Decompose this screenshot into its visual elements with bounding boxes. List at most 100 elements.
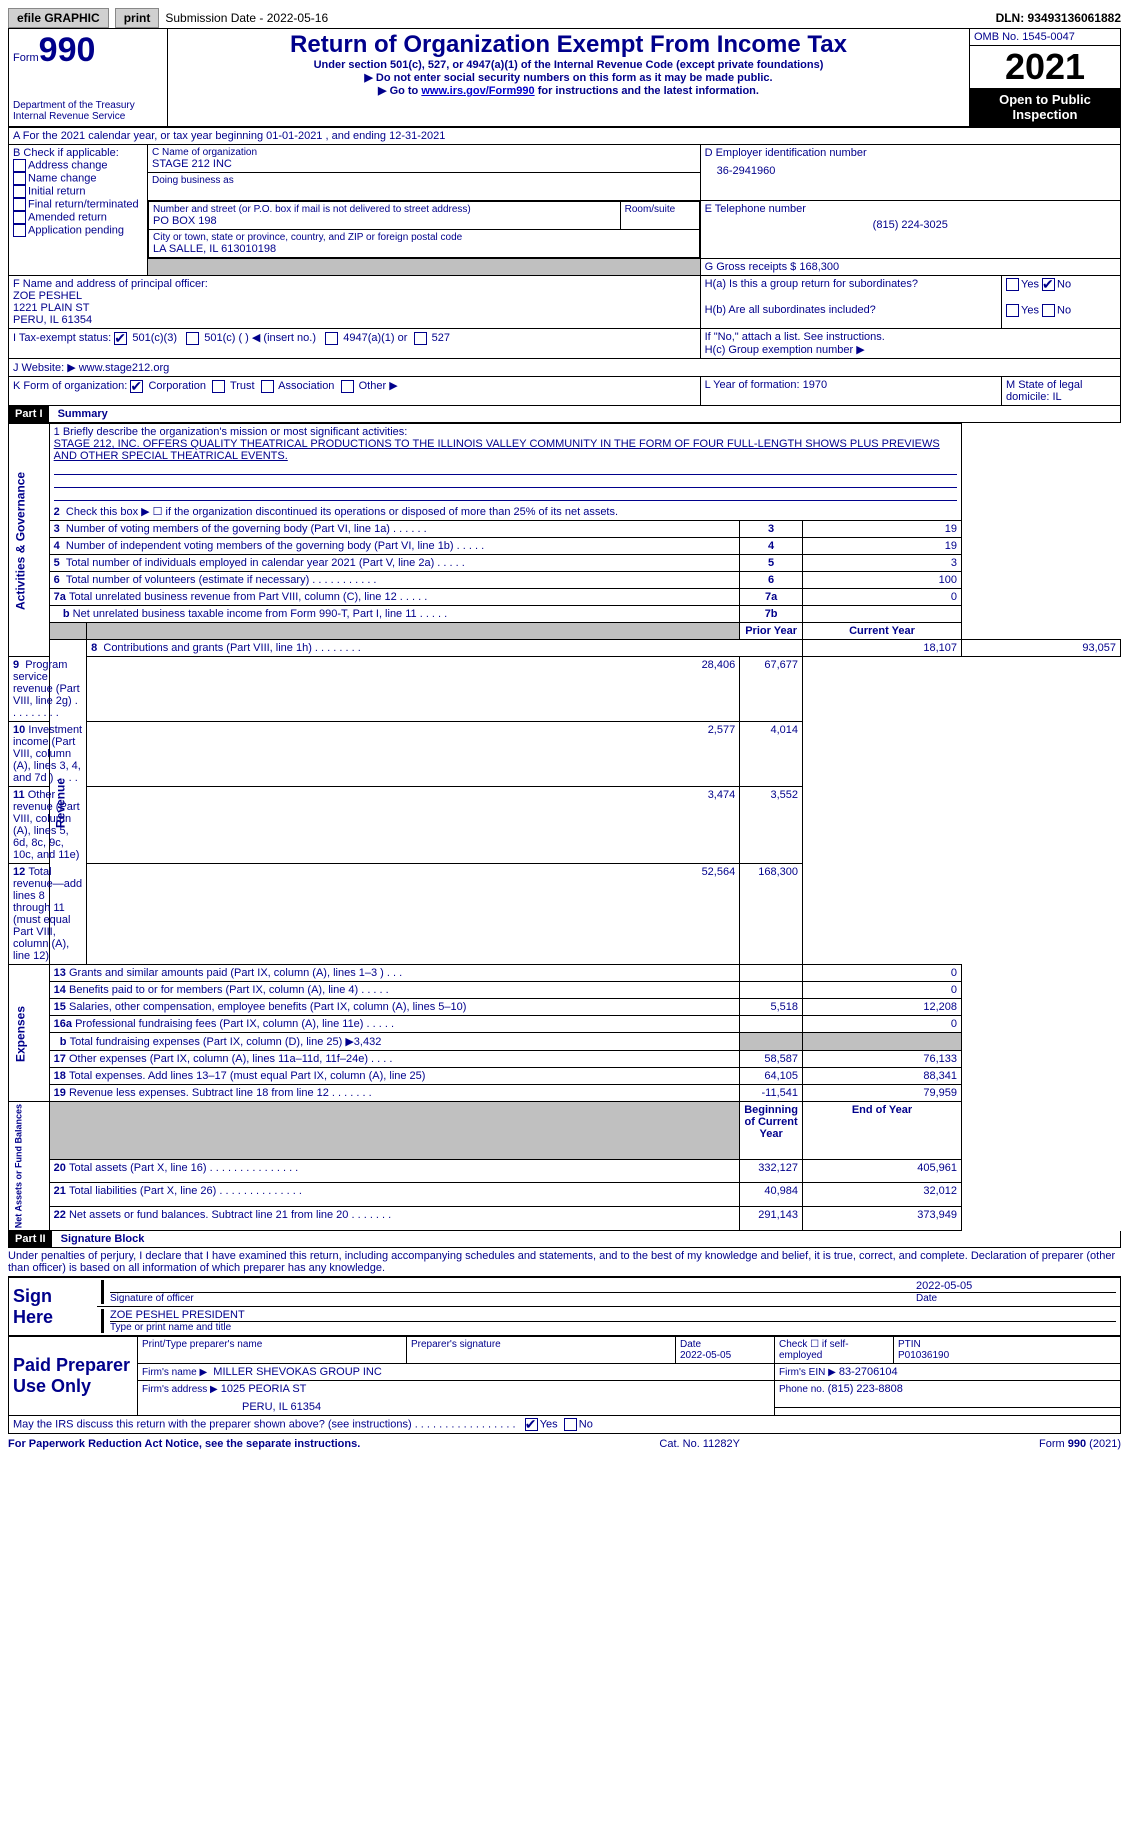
firm-name: MILLER SHEVOKAS GROUP INC	[213, 1366, 382, 1378]
hb-note: If "No," attach a list. See instructions…	[705, 331, 1116, 343]
cb-527[interactable]	[414, 332, 427, 345]
side-expenses: Expenses	[9, 965, 50, 1102]
domicile-value: IL	[1052, 391, 1061, 403]
summary-row: 7a Total unrelated business revenue from…	[9, 589, 1121, 606]
omb-number: OMB No. 1545-0047	[970, 29, 1120, 46]
hb-label: H(b) Are all subordinates included?	[705, 304, 876, 316]
hb-yes[interactable]	[1006, 304, 1019, 317]
city-value: LA SALLE, IL 613010198	[153, 243, 695, 255]
tax-exempt-label: I Tax-exempt status:	[13, 332, 111, 344]
efile-label: efile GRAPHIC	[8, 8, 109, 28]
cb-association[interactable]	[261, 380, 274, 393]
ein-label: D Employer identification number	[705, 147, 1116, 159]
firm-addr1: 1025 PEORIA ST	[221, 1383, 307, 1395]
phone-value: (815) 224-3025	[705, 215, 1116, 235]
part-1-badge: Part I	[9, 406, 49, 422]
footer-left: For Paperwork Reduction Act Notice, see …	[8, 1438, 360, 1450]
side-netassets: Net Assets or Fund Balances	[9, 1102, 50, 1231]
sig-date: 2022-05-05	[916, 1280, 1116, 1293]
cb-app-pending[interactable]	[13, 224, 26, 237]
gross-receipts-value: 168,300	[799, 261, 839, 273]
ha-label: H(a) Is this a group return for subordin…	[705, 278, 918, 290]
side-revenue: Revenue	[49, 640, 86, 965]
city-label: City or town, state or province, country…	[153, 232, 695, 243]
form-title: Return of Organization Exempt From Incom…	[172, 31, 965, 59]
cb-501c[interactable]	[186, 332, 199, 345]
cb-amended[interactable]	[13, 211, 26, 224]
open-public-badge: Open to Public Inspection	[970, 88, 1120, 126]
summary-row: 6 Total number of volunteers (estimate i…	[9, 572, 1121, 589]
sign-here-label: Sign Here	[13, 1286, 93, 1328]
website-label: J Website: ▶	[13, 362, 76, 374]
check-applicable-label: B Check if applicable:	[13, 147, 143, 159]
domicile-label: M State of legal domicile:	[1006, 379, 1082, 403]
ptin-value: P01036190	[898, 1350, 949, 1361]
officer-name-title: ZOE PESHEL PRESIDENT	[110, 1309, 1116, 1322]
year-formation-label: L Year of formation:	[705, 379, 800, 391]
top-toolbar: efile GRAPHIC print Submission Date - 20…	[8, 8, 1121, 28]
declaration: Under penalties of perjury, I declare th…	[8, 1248, 1121, 1277]
subtitle-2: ▶ Do not enter social security numbers o…	[172, 71, 965, 84]
dln: DLN: 93493136061882	[996, 11, 1121, 25]
line-2: Check this box ▶ ☐ if the organization d…	[66, 506, 618, 518]
paid-preparer-label: Paid Preparer Use Only	[13, 1355, 133, 1397]
gross-receipts-label: G Gross receipts $	[705, 261, 797, 273]
summary-table: Activities & Governance 1 Briefly descri…	[8, 423, 1121, 1231]
form-label: Form	[13, 52, 39, 64]
period-line: A For the 2021 calendar year, or tax yea…	[9, 128, 1121, 145]
irs-label: Internal Revenue Service	[13, 111, 163, 122]
year-formation-value: 1970	[803, 379, 827, 391]
cb-initial-return[interactable]	[13, 185, 26, 198]
room-suite-label: Room/suite	[620, 202, 699, 230]
hb-no[interactable]	[1042, 304, 1055, 317]
form-number: 990	[39, 31, 96, 69]
summary-row: 3 Number of voting members of the govern…	[9, 521, 1121, 538]
part-2-badge: Part II	[9, 1231, 52, 1247]
print-button[interactable]: print	[115, 8, 160, 28]
cb-corporation[interactable]	[130, 380, 143, 393]
mission-label: 1 Briefly describe the organization's mi…	[54, 426, 957, 438]
footer-mid: Cat. No. 11282Y	[659, 1438, 740, 1450]
may-irs-discuss: May the IRS discuss this return with the…	[13, 1419, 412, 1431]
cb-other[interactable]	[341, 380, 354, 393]
ha-no[interactable]	[1042, 278, 1055, 291]
type-name-label: Type or print name and title	[110, 1322, 1116, 1333]
irs-link[interactable]: www.irs.gov/Form990	[421, 85, 534, 97]
identity-section: A For the 2021 calendar year, or tax yea…	[8, 127, 1121, 406]
summary-row: 5 Total number of individuals employed i…	[9, 555, 1121, 572]
officer-street: 1221 PLAIN ST	[13, 302, 696, 314]
part-1-title: Summary	[52, 408, 108, 420]
cb-trust[interactable]	[212, 380, 225, 393]
officer-city: PERU, IL 61354	[13, 314, 696, 326]
org-name-label: C Name of organization	[152, 147, 696, 158]
summary-row: b Net unrelated business taxable income …	[9, 606, 1121, 623]
cb-final-return[interactable]	[13, 198, 26, 211]
discuss-no[interactable]	[564, 1418, 577, 1431]
cb-501c3[interactable]	[114, 332, 127, 345]
cb-4947[interactable]	[325, 332, 338, 345]
tax-year: 2021	[970, 46, 1120, 88]
firm-phone: (815) 223-8808	[828, 1383, 903, 1395]
preparer-table: Paid Preparer Use Only Print/Type prepar…	[8, 1336, 1121, 1416]
discuss-yes[interactable]	[525, 1418, 538, 1431]
officer-label: F Name and address of principal officer:	[13, 278, 696, 290]
prep-sig-label: Preparer's signature	[407, 1337, 676, 1364]
sig-officer-label: Signature of officer	[110, 1293, 916, 1304]
firm-ein: 83-2706104	[839, 1366, 898, 1378]
subtitle-1: Under section 501(c), 527, or 4947(a)(1)…	[172, 59, 965, 71]
ha-yes[interactable]	[1006, 278, 1019, 291]
mission-text: STAGE 212, INC. OFFERS QUALITY THEATRICA…	[54, 438, 957, 462]
subtitle-3: ▶ Go to www.irs.gov/Form990 for instruct…	[172, 84, 965, 97]
prep-date: 2022-05-05	[680, 1350, 731, 1361]
firm-addr2: PERU, IL 61354	[142, 1395, 770, 1413]
signature-table: Sign Here 2022-05-05 Signature of office…	[8, 1277, 1121, 1336]
cb-address-change[interactable]	[13, 159, 26, 172]
website-value: www.stage212.org	[79, 362, 170, 374]
dept-treasury: Department of the Treasury	[13, 100, 163, 111]
page-footer: For Paperwork Reduction Act Notice, see …	[8, 1434, 1121, 1450]
submission-date: Submission Date - 2022-05-16	[165, 11, 328, 25]
cb-name-change[interactable]	[13, 172, 26, 185]
side-governance: Activities & Governance	[9, 424, 50, 657]
part-2-title: Signature Block	[55, 1233, 145, 1245]
street-label: Number and street (or P.O. box if mail i…	[153, 204, 616, 215]
